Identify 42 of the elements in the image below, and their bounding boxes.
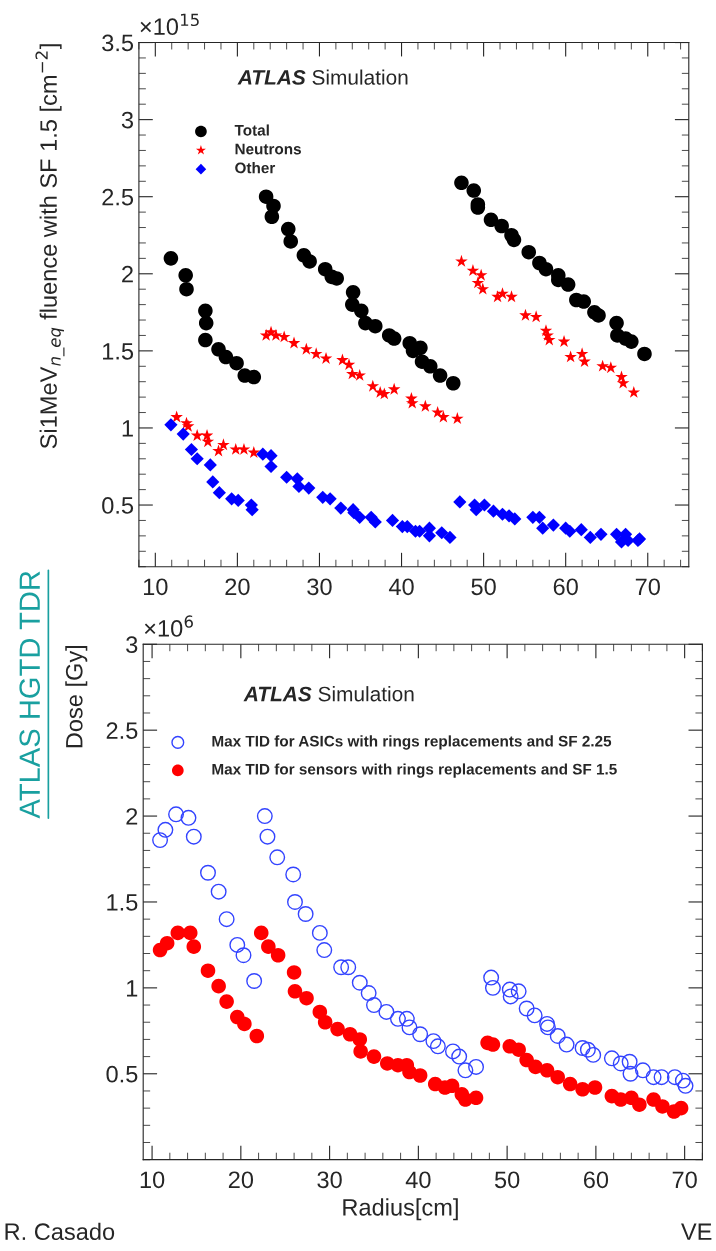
y-axis-title: Si1MeV$_{n_eq}$ fluence with SF 1.5 [cm$^{−2}$]	[35, 44, 65, 449]
x-tick-label: 40	[388, 578, 414, 596]
y-tick-label: 1.5	[107, 894, 138, 911]
text: ATLAS HGTD TDR	[19, 571, 41, 819]
x-tick-label: 30	[307, 578, 332, 596]
y-tick-label: 1.5	[103, 343, 134, 360]
y-tick-label: 1	[122, 420, 133, 437]
x-tick-label: 40	[405, 1171, 431, 1189]
text: R. Casado	[5, 1222, 115, 1241]
y-axis-title: Dose [Gy]	[65, 645, 88, 748]
x-tick-label: 20	[225, 578, 250, 596]
legend-label: Max TID for sensors with rings replacements and SF 1.5	[212, 763, 617, 778]
y-tick-label: 3	[126, 636, 138, 654]
annotation: ATLAS Simulation	[237, 69, 408, 85]
x-tick-label: 70	[635, 578, 660, 596]
x-tick-label: 50	[471, 578, 496, 596]
y-tick-label: 3	[121, 111, 134, 129]
y-tick-label: 0.5	[106, 1065, 138, 1083]
text: VE	[681, 1223, 712, 1240]
y-tick-label: 2	[122, 265, 133, 283]
legend-label: Neutrons	[235, 143, 301, 155]
x-axis-title: Radius[cm]	[343, 1198, 458, 1221]
x-tick-label: 10	[140, 1171, 165, 1189]
x-tick-label: 10	[143, 578, 168, 596]
y-tick-label: 1	[127, 980, 138, 997]
x-tick-label: 30	[317, 1171, 342, 1189]
x-tick-label: 50	[494, 1171, 520, 1189]
legend-label: Total	[234, 124, 269, 136]
x-tick-label: 60	[583, 1171, 609, 1189]
y-tick-label: 2.5	[102, 188, 134, 206]
x-tick-label: 20	[228, 1171, 254, 1189]
y-tick-label: 3.5	[102, 34, 134, 52]
x-tick-label: 70	[672, 1171, 697, 1189]
y-tick-label: 2	[126, 808, 138, 825]
legend-label: Other	[235, 162, 276, 174]
annotation: ATLAS Simulation	[243, 686, 414, 702]
y-tick-label: 2.5	[106, 722, 138, 739]
legend-label: Max TID for ASICs with rings replacements and SF 2.25	[212, 735, 612, 750]
text: ×10$^{15}$	[140, 13, 199, 36]
y-tick-label: 0.5	[102, 497, 134, 514]
text: ×10$^{6}$	[144, 615, 193, 637]
x-tick-label: 60	[553, 578, 578, 596]
